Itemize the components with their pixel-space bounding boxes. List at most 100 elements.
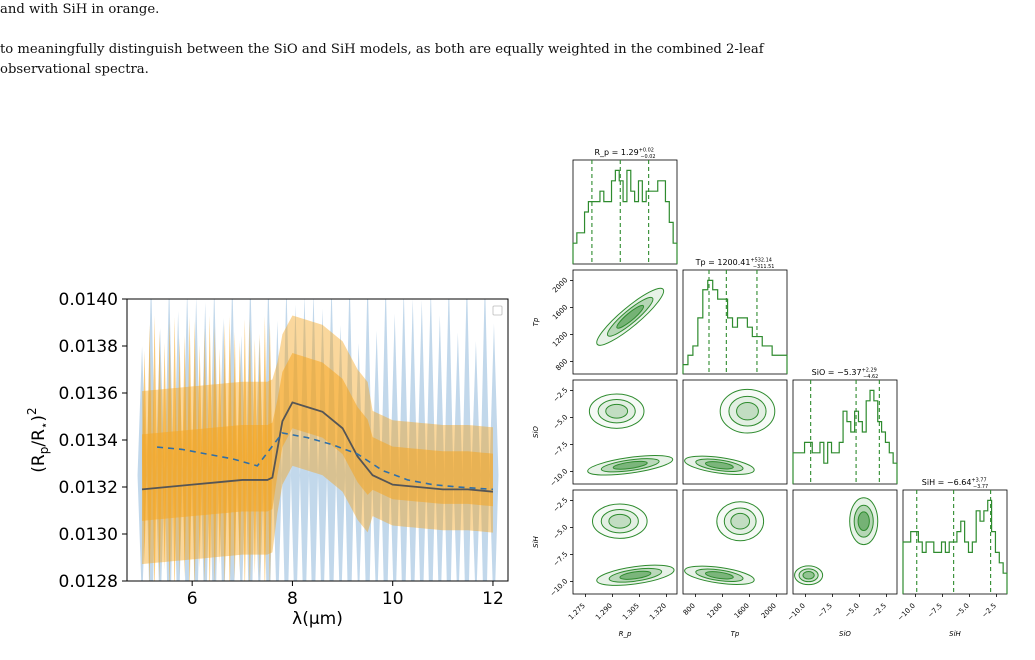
density-contour: [606, 296, 654, 337]
density-contour: [723, 507, 757, 535]
density-contour: [704, 571, 734, 580]
corner-y-tick-label: 800: [554, 357, 569, 372]
density-contour: [728, 395, 767, 427]
orange-uncertainty-spike: [222, 323, 228, 581]
joint-panel: [572, 269, 678, 375]
density-contour: [802, 571, 815, 580]
orange-uncertainty-spike: [212, 325, 217, 581]
y-tick-label: 0.0136: [59, 384, 118, 404]
orange-uncertainty-spike: [257, 333, 263, 580]
orange-uncertainty-spike: [262, 316, 268, 581]
corner-x-tick-label: 1.305: [621, 602, 641, 622]
corner-title: SiO = −5.37+2.29 −4.62: [812, 367, 879, 380]
corner-x-tick-label: 1.290: [594, 602, 614, 622]
corner-y-tick-label: −5.0: [552, 523, 570, 541]
x-tick-label: 12: [482, 589, 504, 609]
corner-y-tick-label: −7.5: [552, 550, 570, 568]
density-contour: [587, 455, 674, 476]
x-axis-label: λ(μm): [292, 609, 343, 629]
corner-x-axis-label: R_p: [619, 630, 632, 638]
blue-uncertainty-spike: [408, 299, 418, 581]
density-contour: [605, 403, 629, 419]
orange-uncertainty-spike: [177, 337, 182, 576]
blue-uncertainty-spike: [435, 315, 445, 581]
density-contour: [716, 501, 765, 542]
blue-uncertainty-spike: [336, 325, 346, 581]
blue-uncertainty-spike: [381, 299, 391, 581]
paragraph-line-1: to meaningfully distinguish between the …: [0, 42, 764, 57]
corner-x-tick-label: −5.0: [843, 602, 861, 620]
y-tick-label: 0.0130: [59, 525, 118, 545]
orange-uncertainty-spike: [202, 328, 207, 581]
orange-uncertainty-spike: [207, 315, 212, 581]
corner-x-axis-label: Tp: [731, 630, 740, 638]
corner-x-axis-label: SiH: [949, 630, 961, 638]
corner-y-tick-label: −5.0: [552, 413, 570, 431]
corner-x-tick-label: −2.5: [870, 602, 888, 620]
blue-uncertainty-spike: [308, 299, 319, 581]
corner-x-tick-label: 1600: [733, 602, 751, 620]
blue-uncertainty-spike: [281, 299, 291, 581]
joint-panel: [682, 489, 788, 595]
orange-uncertainty-spike: [197, 344, 202, 569]
y-tick-label: 0.0140: [59, 290, 118, 310]
orange-uncertainty-spike: [227, 315, 233, 581]
joint-panel: [792, 489, 898, 595]
corner-x-tick-label: −2.5: [980, 602, 998, 620]
orange-uncertainty-spike: [152, 315, 157, 581]
corner-x-tick-label: 1200: [706, 602, 724, 620]
corner-title: SiH = −6.64+3.77 −3.77: [922, 477, 988, 490]
corner-plot: R_p = 1.29+0.02 −0.02 Tp = 1200.41+532.14−…: [532, 147, 1008, 638]
y-tick-label: 0.0138: [59, 337, 118, 357]
blue-uncertainty-spike: [489, 323, 499, 581]
orange-uncertainty-spike: [147, 324, 152, 581]
corner-y-tick-label: −2.5: [552, 496, 570, 514]
blue-uncertainty-spike: [318, 308, 328, 581]
corner-title: R_p = 1.29+0.02 −0.02: [594, 147, 655, 160]
density-contour: [684, 565, 755, 585]
blue-uncertainty-spike: [290, 304, 300, 581]
blue-uncertainty-spike: [299, 299, 309, 581]
density-contour: [597, 399, 636, 424]
density-contour: [612, 460, 648, 470]
histogram-step: [792, 389, 898, 484]
density-contour: [616, 304, 645, 329]
orange-uncertainty-spike: [252, 339, 258, 574]
corner-y-axis-label: Tp: [532, 317, 540, 326]
corner-x-tick-label: 1.320: [648, 602, 668, 622]
orange-uncertainty-spike: [242, 318, 248, 581]
hist-panel: [572, 159, 678, 265]
model-line-series: [141, 401, 494, 493]
corner-y-tick-label: −7.5: [552, 440, 570, 458]
dashed-model-series: [157, 432, 494, 491]
plot-area: [137, 299, 499, 581]
blue-uncertainty-spike: [399, 299, 409, 581]
orange-uncertainty-spike: [217, 348, 222, 565]
caption-tail: and with SiH in orange.: [0, 2, 160, 17]
corner-x-tick-label: −7.5: [816, 602, 834, 620]
density-contour: [853, 504, 874, 538]
y-tick-label: 0.0134: [59, 431, 118, 451]
blue-uncertainty-spike: [417, 300, 427, 581]
density-contour: [857, 511, 870, 532]
corner-y-axis-label: SiH: [532, 535, 540, 547]
corner-y-tick-label: 1200: [551, 330, 569, 348]
blue-uncertainty-spike: [480, 299, 490, 581]
blue-uncertainty-spike: [462, 299, 472, 581]
empty-legend: [492, 305, 503, 316]
density-contour: [730, 512, 751, 530]
blue-uncertainty-spike: [444, 299, 454, 581]
corner-y-axis-label: SiO: [532, 426, 540, 438]
density-contour: [736, 401, 759, 421]
hist-panel: [682, 269, 788, 375]
density-contour: [704, 461, 734, 470]
corner-x-tick-label: 1.275: [567, 602, 587, 622]
corner-x-tick-label: −10.0: [786, 602, 807, 623]
corner-y-tick-label: 2000: [551, 276, 569, 294]
density-contour: [719, 388, 776, 434]
orange-uncertainty-spike: [187, 316, 192, 581]
density-contour: [798, 568, 819, 583]
density-contour: [588, 393, 645, 429]
corner-y-tick-label: −10.0: [549, 577, 570, 598]
y-axis-label: (Rp/R⋆)2: [25, 407, 51, 472]
